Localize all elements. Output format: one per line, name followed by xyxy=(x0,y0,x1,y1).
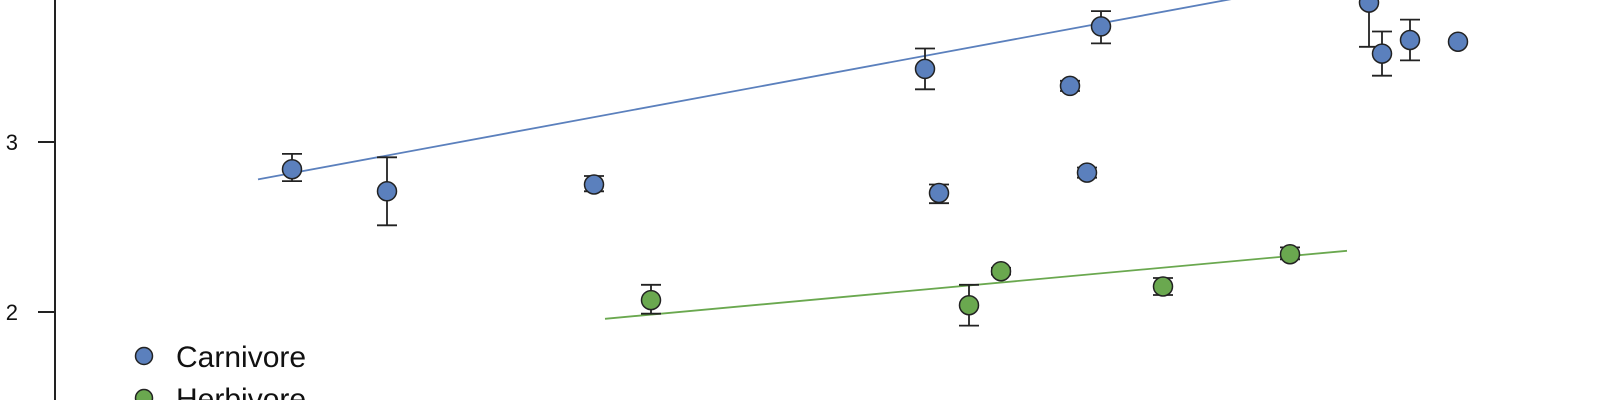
legend-herbivore-marker xyxy=(134,388,154,400)
carnivore-point-3 xyxy=(583,174,605,195)
carnivore-point-12 xyxy=(1447,31,1469,52)
carnivore-point-9 xyxy=(1358,0,1380,13)
herbivore-point-5 xyxy=(1279,243,1301,265)
carnivore-point-1 xyxy=(281,158,303,180)
herbivore-point-2 xyxy=(958,294,980,316)
legend-carnivore-label: Carnivore xyxy=(176,341,306,374)
legend: Carnivore Herbivore xyxy=(134,341,306,400)
legend-carnivore-marker xyxy=(134,346,154,366)
y-ticks: 3 2 xyxy=(6,130,55,325)
point-layer xyxy=(281,0,1469,316)
error-layer xyxy=(282,0,1468,327)
trend-layer xyxy=(257,0,1348,320)
carnivore-trend-line xyxy=(257,0,1232,181)
y-tick-3-label: 3 xyxy=(6,130,18,155)
carnivore-point-4 xyxy=(914,58,936,80)
herbivore-point-3 xyxy=(990,260,1012,282)
carnivore-point-6 xyxy=(1059,75,1081,97)
carnivore-point-2 xyxy=(376,181,398,202)
herbivore-point-1 xyxy=(640,289,662,311)
carnivore-point-11 xyxy=(1399,29,1421,51)
carnivore-point-10 xyxy=(1371,43,1393,64)
carnivore-point-5 xyxy=(928,182,950,204)
legend-herbivore-label: Herbivore xyxy=(176,383,306,400)
carnivore-point-8 xyxy=(1090,16,1112,37)
herbivore-point-4 xyxy=(1152,276,1174,297)
carnivore-point-7 xyxy=(1076,162,1098,183)
y-tick-2-label: 2 xyxy=(6,300,18,325)
